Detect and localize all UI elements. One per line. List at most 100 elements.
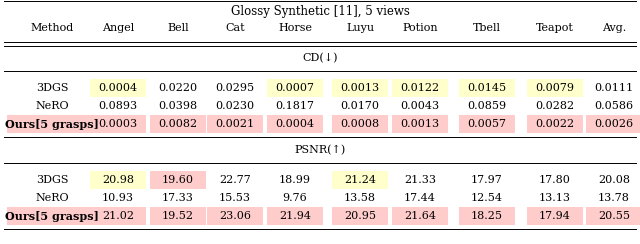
FancyBboxPatch shape [586,207,640,225]
FancyBboxPatch shape [150,207,206,225]
FancyBboxPatch shape [459,207,515,225]
FancyBboxPatch shape [150,171,206,189]
Text: CD(↓): CD(↓) [302,53,338,64]
Text: 20.95: 20.95 [344,211,376,221]
FancyBboxPatch shape [527,79,583,97]
Text: 20.98: 20.98 [102,175,134,185]
FancyBboxPatch shape [392,207,448,225]
Text: 0.0057: 0.0057 [467,119,506,129]
Text: 12.54: 12.54 [471,193,503,203]
FancyBboxPatch shape [332,79,388,97]
Text: 0.0398: 0.0398 [159,101,198,111]
Text: 22.77: 22.77 [219,175,251,185]
Text: 13.13: 13.13 [539,193,571,203]
Text: 23.06: 23.06 [219,211,251,221]
FancyBboxPatch shape [527,207,583,225]
Text: PSNR(↑): PSNR(↑) [294,145,346,156]
Text: Avg.: Avg. [602,23,626,33]
Text: 0.0003: 0.0003 [99,119,138,129]
Text: 0.0170: 0.0170 [340,101,380,111]
FancyBboxPatch shape [267,207,323,225]
Text: 0.0013: 0.0013 [401,119,440,129]
Text: Ours[5 grasps]: Ours[5 grasps] [5,119,99,130]
FancyBboxPatch shape [267,207,323,225]
Text: Luyu: Luyu [346,23,374,33]
FancyBboxPatch shape [459,115,515,133]
Text: 0.0079: 0.0079 [536,83,575,93]
FancyBboxPatch shape [90,79,146,97]
Text: 19.52: 19.52 [162,211,194,221]
FancyBboxPatch shape [90,171,146,189]
Text: 17.33: 17.33 [162,193,194,203]
Text: 0.0007: 0.0007 [275,83,314,93]
Text: Teapot: Teapot [536,23,574,33]
FancyBboxPatch shape [392,115,448,133]
Text: Horse: Horse [278,23,312,33]
Text: NeRO: NeRO [35,101,69,111]
Text: 9.76: 9.76 [283,193,307,203]
Text: 0.1817: 0.1817 [275,101,314,111]
FancyBboxPatch shape [267,79,323,97]
Text: 17.97: 17.97 [471,175,503,185]
Text: 0.0282: 0.0282 [536,101,575,111]
Text: 18.99: 18.99 [279,175,311,185]
Text: 17.94: 17.94 [539,211,571,221]
Text: 19.60: 19.60 [162,175,194,185]
FancyBboxPatch shape [7,115,97,133]
FancyBboxPatch shape [586,115,640,133]
Text: 10.93: 10.93 [102,193,134,203]
Text: 0.0145: 0.0145 [467,83,507,93]
Text: Method: Method [30,23,74,33]
Text: 0.0022: 0.0022 [536,119,575,129]
Text: 0.0122: 0.0122 [401,83,440,93]
Text: Angel: Angel [102,23,134,33]
FancyBboxPatch shape [207,207,263,225]
Text: 13.78: 13.78 [598,193,630,203]
Text: 21.64: 21.64 [404,211,436,221]
Text: Bell: Bell [167,23,189,33]
Text: 17.80: 17.80 [539,175,571,185]
Text: 17.44: 17.44 [404,193,436,203]
Text: Potion: Potion [402,23,438,33]
Text: 0.0008: 0.0008 [340,119,380,129]
FancyBboxPatch shape [90,115,146,133]
FancyBboxPatch shape [332,171,388,189]
FancyBboxPatch shape [332,207,388,225]
Text: 21.24: 21.24 [344,175,376,185]
Text: Tbell: Tbell [473,23,501,33]
Text: 0.0220: 0.0220 [159,83,198,93]
Text: 0.0082: 0.0082 [159,119,198,129]
Text: 0.0026: 0.0026 [595,119,634,129]
Text: 0.0043: 0.0043 [401,101,440,111]
Text: 0.0893: 0.0893 [99,101,138,111]
FancyBboxPatch shape [392,79,448,97]
Text: Ours[5 grasps]: Ours[5 grasps] [5,211,99,222]
Text: 0.0013: 0.0013 [340,83,380,93]
Text: 0.0295: 0.0295 [216,83,255,93]
Text: 21.02: 21.02 [102,211,134,221]
FancyBboxPatch shape [90,207,146,225]
FancyBboxPatch shape [150,171,206,189]
FancyBboxPatch shape [207,115,263,133]
Text: 0.0021: 0.0021 [216,119,255,129]
FancyBboxPatch shape [267,115,323,133]
Text: 13.58: 13.58 [344,193,376,203]
Text: 0.0859: 0.0859 [467,101,507,111]
Text: Glossy Synthetic [11], 5 views: Glossy Synthetic [11], 5 views [230,5,410,18]
Text: Cat: Cat [225,23,245,33]
FancyBboxPatch shape [150,115,206,133]
Text: 21.33: 21.33 [404,175,436,185]
Text: 18.25: 18.25 [471,211,503,221]
FancyBboxPatch shape [459,79,515,97]
Text: NeRO: NeRO [35,193,69,203]
Text: 20.55: 20.55 [598,211,630,221]
FancyBboxPatch shape [527,115,583,133]
Text: 0.0004: 0.0004 [99,83,138,93]
FancyBboxPatch shape [7,207,97,225]
Text: 0.0004: 0.0004 [275,119,315,129]
Text: 0.0586: 0.0586 [595,101,634,111]
Text: 21.94: 21.94 [279,211,311,221]
Text: 3DGS: 3DGS [36,175,68,185]
Text: 3DGS: 3DGS [36,83,68,93]
Text: 0.0111: 0.0111 [595,83,634,93]
